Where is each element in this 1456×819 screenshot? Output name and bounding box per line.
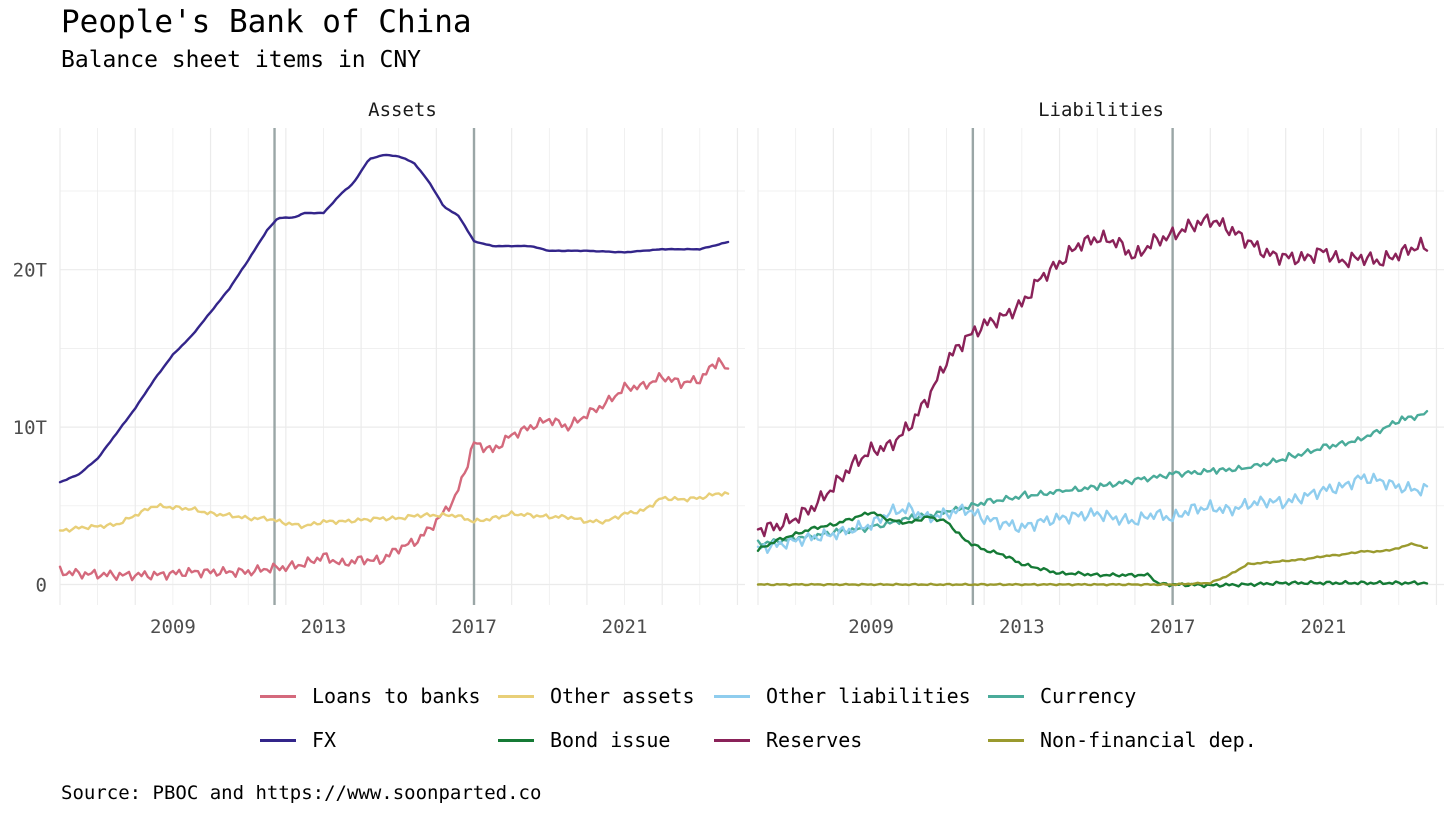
legend-label: Bond issue [550, 728, 671, 752]
series-line-bond-issue [756, 511, 1429, 589]
chart-subtitle: Balance sheet items in CNY [61, 47, 422, 73]
legend-label: Other liabilities [766, 684, 971, 708]
x-tick-label: 2017 [451, 616, 497, 638]
legend-item: Loans to banks [260, 681, 481, 711]
legend-item: FX [260, 725, 336, 755]
x-tick-label: 2017 [1150, 616, 1196, 638]
legend-swatch [714, 738, 750, 742]
facet-title-assets: Assets [368, 99, 437, 121]
legend-swatch [260, 694, 296, 698]
series-line-loans-to-banks [58, 357, 730, 582]
series-line-other-liabilities [756, 472, 1429, 554]
y-tick-label: 0 [36, 575, 47, 597]
legend-swatch [260, 738, 296, 742]
legend-swatch [498, 694, 534, 698]
legend-item: Currency [988, 681, 1136, 711]
legend-item: Non-financial dep. [988, 725, 1257, 755]
legend-label: Other assets [550, 684, 695, 708]
x-tick-label: 2021 [602, 616, 648, 638]
legend-swatch [498, 738, 534, 742]
legend-item: Other liabilities [714, 681, 971, 711]
facet-title-liabilities: Liabilities [1038, 99, 1164, 121]
x-tick-label: 2013 [301, 616, 347, 638]
legend-label: Loans to banks [312, 684, 481, 708]
legend-label: Reserves [766, 728, 863, 752]
series-line-non-financial-dep [756, 542, 1429, 587]
series-line-reserves [756, 213, 1429, 538]
legend-swatch [714, 694, 750, 698]
legend-item: Other assets [498, 681, 695, 711]
x-tick-label: 2021 [1301, 616, 1347, 638]
x-tick-label: 2009 [848, 616, 894, 638]
legend-label: Non-financial dep. [1040, 728, 1257, 752]
x-tick-label: 2013 [999, 616, 1045, 638]
legend-item: Reserves [714, 725, 862, 755]
y-tick-label: 20T [13, 260, 47, 282]
series-line-other-assets [58, 491, 730, 533]
legend-item: Bond issue [498, 725, 670, 755]
legend: Loans to banks Other assets Other liabilit… [260, 681, 1360, 761]
x-tick-label: 2009 [150, 616, 196, 638]
chart-title: People's Bank of China [61, 4, 472, 40]
series-line-fx [58, 153, 730, 484]
legend-swatch [988, 694, 1024, 698]
y-tick-label: 10T [13, 417, 47, 439]
source-caption: Source: PBOC and https://www.soonparted.… [61, 782, 542, 804]
legend-swatch [988, 738, 1024, 742]
legend-label: FX [312, 728, 337, 752]
legend-label: Currency [1040, 684, 1137, 708]
